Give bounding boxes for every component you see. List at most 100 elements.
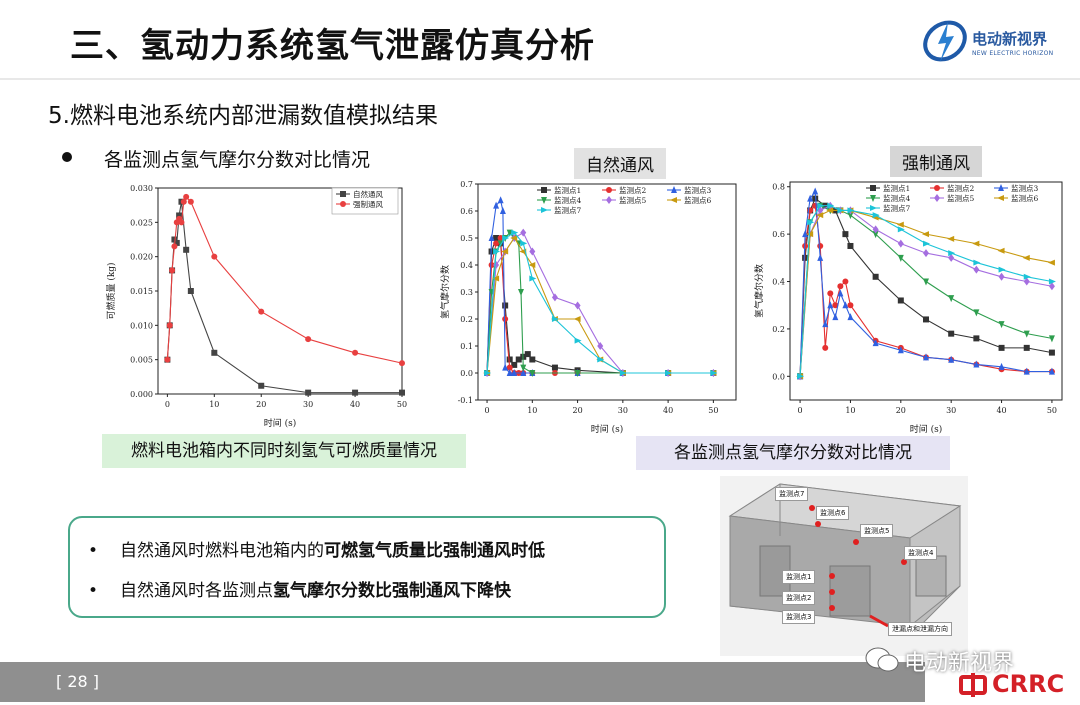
data-point — [998, 266, 1006, 273]
y-tick-label: 0.005 — [130, 356, 153, 365]
section-subtitle: 5.燃料电池系统内部泄漏数值模拟结果 — [48, 103, 438, 129]
data-point — [171, 236, 178, 243]
y-tick-label: 0.7 — [460, 180, 473, 189]
x-tick-label: 10 — [527, 406, 537, 415]
data-point — [948, 355, 955, 363]
data-point — [529, 356, 536, 363]
data-point — [506, 369, 513, 376]
data-point — [506, 364, 513, 371]
data-point — [842, 301, 849, 309]
data-point — [998, 184, 1004, 191]
data-point — [948, 250, 956, 257]
data-point — [822, 320, 829, 328]
label-natural-ventilation: 自然通风 — [574, 148, 666, 179]
data-point — [529, 370, 536, 377]
header-divider — [0, 78, 1080, 80]
y-tick-label: -0.1 — [458, 396, 473, 405]
data-point — [847, 212, 854, 220]
data-point — [870, 205, 877, 211]
data-point — [973, 309, 980, 317]
model-label-p1: 监测点1 — [782, 570, 816, 584]
y-tick-label: 0.2 — [460, 315, 473, 324]
data-point — [973, 265, 980, 274]
data-point — [923, 278, 929, 286]
data-point — [998, 344, 1005, 351]
data-point — [870, 195, 876, 202]
data-point — [897, 239, 904, 248]
data-point — [499, 207, 506, 214]
x-axis-label: 时间 (s) — [910, 423, 943, 435]
y-tick-label: 0.2 — [772, 325, 785, 334]
page-number: [ 28 ] — [56, 672, 100, 691]
x-tick-label: 0 — [485, 406, 490, 415]
data-point — [897, 226, 905, 233]
data-point — [872, 273, 879, 280]
data-point — [493, 201, 500, 209]
data-point — [897, 346, 904, 354]
legend-label: 强制通风 — [353, 199, 383, 209]
y-tick-label: 0.4 — [772, 278, 785, 287]
data-point — [501, 248, 509, 255]
y-tick-label: 0.015 — [130, 287, 153, 296]
data-point — [488, 234, 495, 241]
data-point — [528, 262, 536, 268]
data-point — [492, 275, 500, 282]
y-tick-label: 0.6 — [772, 230, 785, 239]
legend-label: 自然通风 — [353, 189, 383, 199]
data-point — [671, 186, 677, 193]
x-tick-label: 30 — [618, 406, 628, 415]
data-point — [597, 356, 605, 363]
data-point — [670, 197, 677, 203]
data-point — [574, 370, 581, 377]
y-axis-label: 可燃质量 (kg) — [105, 262, 117, 319]
y-tick-label: 0.3 — [460, 288, 473, 297]
page-title: 三、氢动力系统氢气泄露仿真分析 — [70, 26, 595, 66]
legend-label: 监测点6 — [684, 195, 711, 205]
legend-label: 监测点6 — [1011, 193, 1038, 203]
data-point — [515, 356, 522, 363]
model-label-p3: 监测点3 — [782, 610, 816, 624]
data-point — [211, 349, 218, 356]
model-label-p6: 监测点6 — [816, 506, 850, 520]
data-point — [502, 363, 509, 371]
data-point — [947, 235, 955, 242]
x-tick-label: 20 — [896, 406, 906, 415]
logo-text: 电动新视界 — [972, 30, 1048, 48]
data-point — [520, 240, 528, 247]
x-tick-label: 40 — [996, 406, 1006, 415]
legend-label: 监测点7 — [883, 203, 910, 213]
logo-subtext: NEW ELECTRIC HORIZON — [972, 50, 1054, 57]
y-tick-label: 0.0 — [460, 369, 473, 378]
data-point — [817, 242, 824, 249]
data-point — [574, 301, 581, 310]
data-point — [529, 275, 537, 282]
data-point — [822, 344, 829, 351]
data-point — [998, 321, 1005, 329]
data-point — [897, 297, 904, 304]
y-tick-label: 0.000 — [130, 390, 153, 399]
data-point — [178, 219, 185, 226]
data-point — [1048, 335, 1055, 343]
y-tick-label: 0.020 — [130, 253, 153, 262]
x-tick-label: 10 — [845, 406, 855, 415]
x-tick-label: 30 — [303, 400, 313, 409]
data-point — [997, 195, 1004, 201]
data-point — [948, 253, 955, 262]
data-point — [541, 207, 548, 213]
data-point — [511, 361, 518, 368]
data-point — [1023, 344, 1030, 351]
data-point — [1023, 330, 1030, 338]
y-tick-label: 0.025 — [130, 218, 153, 227]
data-point — [973, 259, 981, 266]
y-tick-label: 0.030 — [130, 184, 153, 193]
data-point — [1048, 349, 1055, 356]
data-point — [948, 295, 955, 303]
x-axis-label: 时间 (s) — [591, 423, 624, 435]
legend-label: 监测点4 — [554, 195, 581, 205]
legend-label: 监测点2 — [947, 183, 974, 193]
data-point — [998, 362, 1005, 370]
data-point — [305, 336, 312, 343]
data-point — [520, 364, 527, 372]
data-point — [551, 316, 559, 322]
legend-label: 监测点3 — [684, 185, 711, 195]
